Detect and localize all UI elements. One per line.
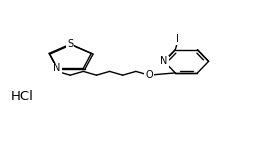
Text: N: N [161,56,168,66]
Text: I: I [176,34,179,44]
Text: HCl: HCl [11,90,34,103]
Text: N: N [53,63,61,73]
Text: S: S [67,39,73,49]
Text: O: O [145,70,153,80]
